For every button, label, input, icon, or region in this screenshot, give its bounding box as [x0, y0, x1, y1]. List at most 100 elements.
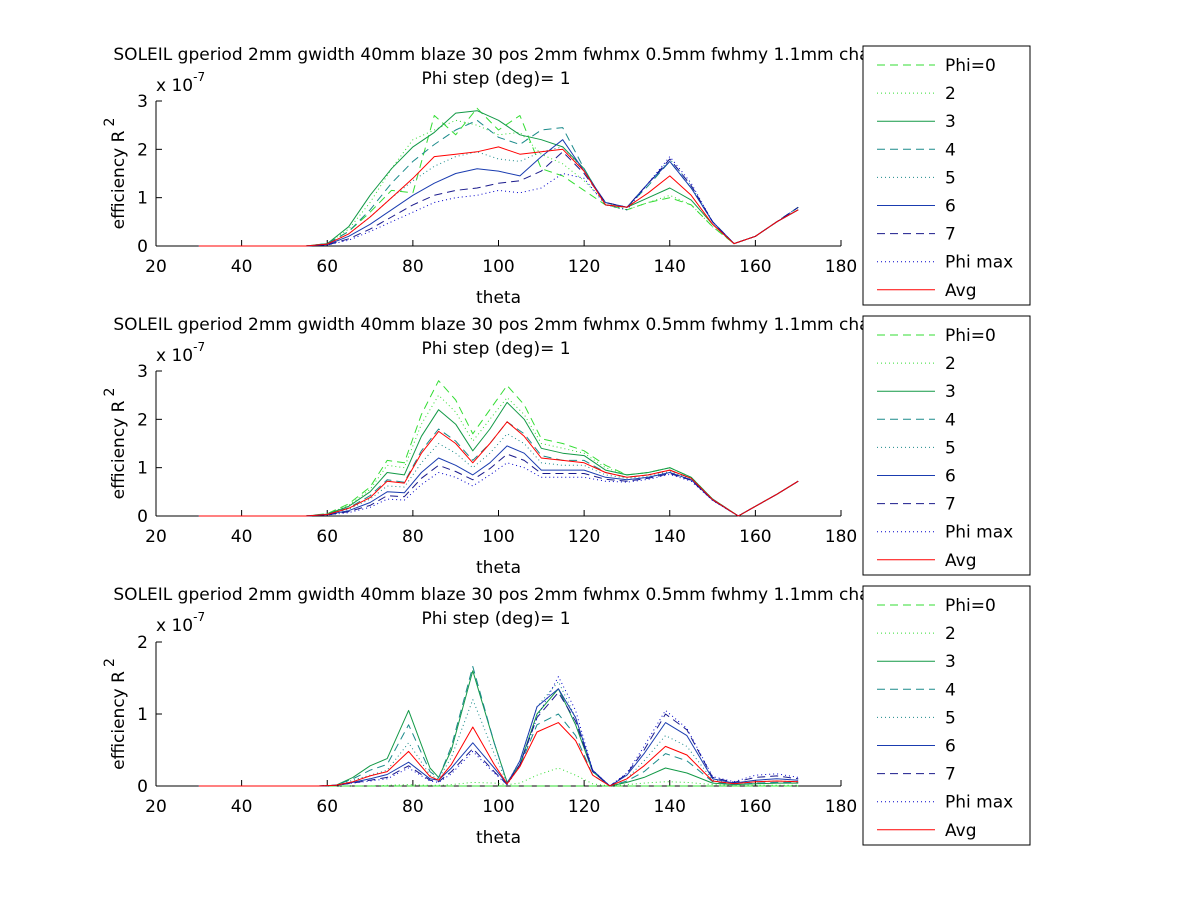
y-tick-label: 2 [137, 633, 148, 653]
series-line-5 [198, 146, 799, 247]
legend-label: 4 [945, 680, 956, 700]
x-tick-label: 80 [402, 797, 424, 817]
series-line-7 [198, 691, 799, 787]
x-tick-label: 180 [825, 797, 857, 817]
legend: Phi=0 2 3 4 5 6 7 Phi max Avg [862, 45, 1031, 306]
legend-label: Avg [945, 551, 977, 571]
y-tick-label: 3 [137, 362, 148, 382]
y-axis-label-power: 2 [102, 388, 118, 397]
y-axis-label: efficiency R 2 [102, 118, 129, 230]
x-tick-label: 140 [654, 257, 686, 277]
y-exponent-label: x 10-7 [156, 70, 205, 96]
legend-label: Phi max [945, 793, 1013, 813]
legend-label: Phi=0 [945, 596, 996, 616]
legend-label: Avg [945, 281, 977, 301]
series-line-7 [198, 151, 799, 247]
subplot-2: 20 40 60 80 100 120 140 160 180 0 1 2 3 x 10-7 efficie… [102, 315, 1031, 578]
x-tick-label: 20 [145, 257, 167, 277]
y-axis-label-text: efficiency R [109, 400, 129, 499]
x-axis-label: theta [476, 558, 521, 578]
series-line-1 [198, 380, 799, 517]
chart-title: SOLEIL gperiod 2mm gwidth 40mm blaze 30 … [113, 585, 976, 605]
x-tick-label: 180 [825, 257, 857, 277]
x-tick-label: 20 [145, 527, 167, 547]
legend-label: 3 [945, 112, 956, 132]
subplot-3: 20 40 60 80 100 120 140 160 180 0 1 2 x 10-7 efficien… [102, 585, 1031, 848]
series-line-6 [198, 139, 799, 247]
y-tick-label: 3 [137, 92, 148, 112]
legend-label: 6 [945, 467, 956, 487]
y-tick-label: 1 [137, 459, 148, 479]
x-tick-label: 60 [316, 797, 338, 817]
y-exponent-label: x 10-7 [156, 340, 205, 366]
series-line-2 [198, 119, 799, 247]
legend: Phi=0 2 3 4 5 6 7 Phi max Avg [862, 315, 1031, 576]
x-tick-label: 40 [231, 527, 253, 547]
x-tick-label: 100 [482, 797, 514, 817]
series-line-1 [198, 107, 799, 247]
legend-label: Avg [945, 821, 977, 841]
y-axis-label-text: efficiency R [109, 130, 129, 229]
y-exponent-base: x 10 [156, 76, 193, 96]
x-axis-label: theta [476, 288, 521, 308]
x-tick-label: 40 [231, 257, 253, 277]
x-tick-label: 120 [568, 797, 600, 817]
chart-subtitle: Phi step (deg)= 1 [421, 609, 570, 629]
legend-label: 7 [945, 765, 956, 785]
series-line-5 [198, 433, 799, 517]
y-exponent-base: x 10 [156, 616, 193, 636]
series-line-4 [198, 666, 799, 787]
legend: Phi=0 2 3 4 5 6 7 Phi max Avg [862, 585, 1031, 846]
y-axis-label-power: 2 [102, 118, 118, 127]
x-tick-label: 120 [568, 527, 600, 547]
x-tick-label: 100 [482, 527, 514, 547]
legend-label: 4 [945, 410, 956, 430]
chart-subtitle: Phi step (deg)= 1 [421, 69, 570, 89]
legend-label: 3 [945, 652, 956, 672]
legend-label: Phi max [945, 253, 1013, 273]
legend-label: Phi max [945, 523, 1013, 543]
legend-label: 4 [945, 140, 956, 160]
chart-title: SOLEIL gperiod 2mm gwidth 40mm blaze 30 … [113, 45, 976, 65]
legend-box [862, 45, 1031, 306]
x-tick-label: 40 [231, 797, 253, 817]
y-axis-label: efficiency R 2 [102, 658, 129, 770]
legend-box [862, 585, 1031, 846]
legend-label: 2 [945, 354, 956, 374]
legend-label: 6 [945, 197, 956, 217]
series-line-3 [198, 670, 799, 787]
y-axis-label: efficiency R 2 [102, 388, 129, 500]
series-line-6 [198, 688, 799, 787]
series-line-2 [198, 394, 799, 517]
legend-label: 5 [945, 708, 956, 728]
x-tick-label: 80 [402, 257, 424, 277]
x-tick-label: 120 [568, 257, 600, 277]
y-axis-label-text: efficiency R [109, 671, 129, 770]
series-line-8 [198, 156, 799, 247]
legend-label: Phi=0 [945, 326, 996, 346]
series-line-9 [198, 146, 799, 247]
series-line-8 [198, 676, 799, 787]
legend-label: 6 [945, 737, 956, 757]
x-tick-label: 60 [316, 527, 338, 547]
series-line-6 [198, 445, 799, 517]
y-tick-label: 1 [137, 189, 148, 209]
y-exponent-base: x 10 [156, 346, 193, 366]
y-tick-label: 0 [137, 777, 148, 797]
legend-label: 5 [945, 168, 956, 188]
x-tick-label: 160 [739, 527, 771, 547]
legend-label: 7 [945, 495, 956, 515]
y-exponent-power: -7 [193, 70, 205, 84]
legend-label: 7 [945, 225, 956, 245]
x-tick-label: 60 [316, 257, 338, 277]
x-tick-label: 180 [825, 527, 857, 547]
legend-label: Phi=0 [945, 56, 996, 76]
series-line-7 [198, 453, 799, 517]
legend-label: 2 [945, 84, 956, 104]
x-tick-label: 20 [145, 797, 167, 817]
chart-subtitle: Phi step (deg)= 1 [421, 339, 570, 359]
series-line-2 [198, 767, 799, 787]
series-line-3 [198, 401, 799, 517]
x-tick-label: 160 [739, 257, 771, 277]
series-line-3 [198, 110, 799, 247]
